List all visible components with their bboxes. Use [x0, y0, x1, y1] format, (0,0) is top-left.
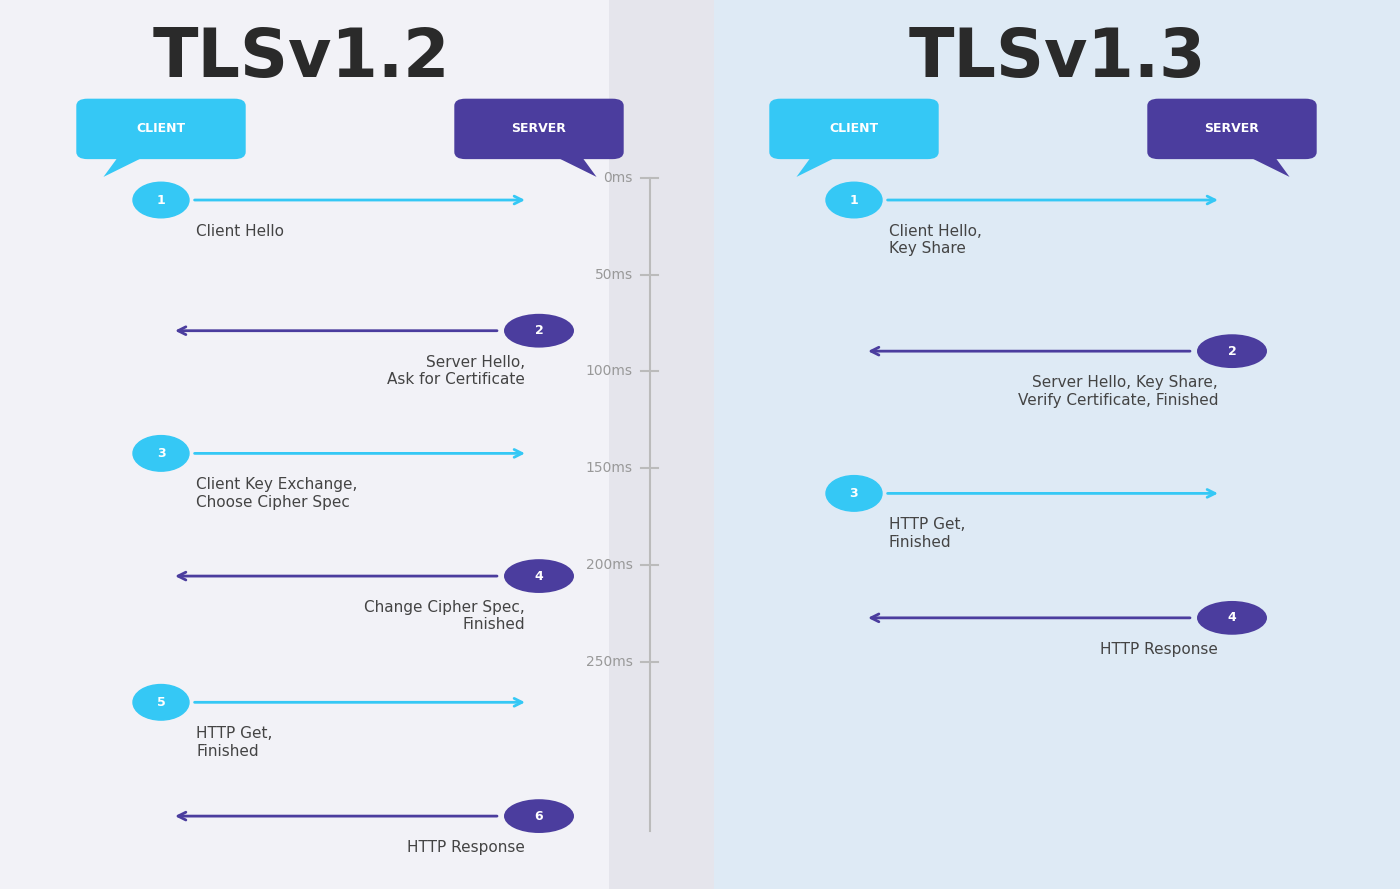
FancyBboxPatch shape [1148, 99, 1316, 159]
Text: HTTP Response: HTTP Response [1100, 642, 1218, 657]
Text: Server Hello,
Ask for Certificate: Server Hello, Ask for Certificate [388, 355, 525, 387]
Bar [714, 0, 1400, 889]
Text: 0ms: 0ms [603, 171, 633, 185]
Ellipse shape [504, 799, 574, 833]
Circle shape [133, 182, 189, 218]
Circle shape [826, 182, 882, 218]
Text: 2: 2 [535, 324, 543, 337]
Text: CLIENT: CLIENT [829, 123, 879, 135]
Text: Client Hello,
Key Share: Client Hello, Key Share [889, 224, 981, 256]
FancyBboxPatch shape [770, 99, 938, 159]
Polygon shape [546, 152, 596, 177]
Text: Client Key Exchange,
Choose Cipher Spec: Client Key Exchange, Choose Cipher Spec [196, 477, 357, 509]
Text: 250ms: 250ms [587, 655, 633, 669]
Text: SERVER: SERVER [511, 123, 567, 135]
Text: CLIENT: CLIENT [136, 123, 186, 135]
Text: 5: 5 [157, 696, 165, 709]
Text: 50ms: 50ms [595, 268, 633, 282]
FancyBboxPatch shape [76, 99, 246, 159]
Text: Client Hello: Client Hello [196, 224, 284, 239]
Bar [0, 0, 609, 889]
Polygon shape [797, 152, 847, 177]
Text: 4: 4 [535, 570, 543, 582]
Text: SERVER: SERVER [1204, 123, 1260, 135]
Text: HTTP Get,
Finished: HTTP Get, Finished [889, 517, 966, 549]
Text: 1: 1 [157, 194, 165, 206]
Circle shape [826, 476, 882, 511]
Text: HTTP Get,
Finished: HTTP Get, Finished [196, 726, 273, 758]
Ellipse shape [504, 314, 574, 348]
Polygon shape [104, 152, 154, 177]
FancyBboxPatch shape [454, 99, 624, 159]
Text: TLSv1.2: TLSv1.2 [153, 25, 449, 91]
Ellipse shape [1197, 601, 1267, 635]
Bar [609, 0, 714, 889]
Text: 1: 1 [850, 194, 858, 206]
Text: TLSv1.3: TLSv1.3 [909, 25, 1205, 91]
Text: 4: 4 [1228, 612, 1236, 624]
Ellipse shape [504, 559, 574, 593]
Circle shape [133, 436, 189, 471]
Circle shape [133, 685, 189, 720]
Text: 3: 3 [157, 447, 165, 460]
Text: 100ms: 100ms [585, 364, 633, 379]
Text: 3: 3 [850, 487, 858, 500]
Text: Change Cipher Spec,
Finished: Change Cipher Spec, Finished [364, 600, 525, 632]
Text: 150ms: 150ms [585, 461, 633, 476]
Text: 2: 2 [1228, 345, 1236, 357]
Ellipse shape [1197, 334, 1267, 368]
Text: 6: 6 [535, 810, 543, 822]
Text: HTTP Response: HTTP Response [407, 840, 525, 855]
Text: 200ms: 200ms [587, 558, 633, 572]
Polygon shape [1239, 152, 1289, 177]
Text: Server Hello, Key Share,
Verify Certificate, Finished: Server Hello, Key Share, Verify Certific… [1018, 375, 1218, 407]
